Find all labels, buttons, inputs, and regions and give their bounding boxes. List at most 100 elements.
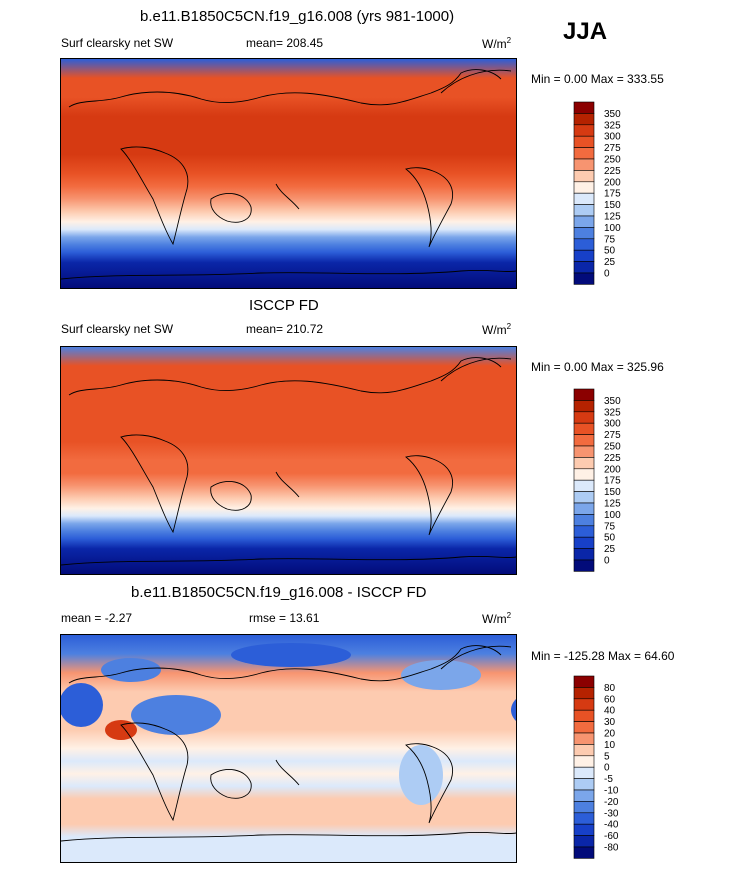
colorbar-swatch xyxy=(573,388,595,401)
panel1-colorbar: 350 325 300 275 250 225 200 175 150 125 100 75 50 25 0 xyxy=(573,101,654,286)
colorbar-swatch xyxy=(573,536,595,549)
panel3-colorbar: 80 60 40 30 20 10 5 0 -5 -10 -20 -30 -40 -60 -80 xyxy=(573,675,654,860)
colorbar-swatch xyxy=(573,238,595,251)
patch-eurasia xyxy=(101,658,161,682)
colorbar-swatch xyxy=(573,846,595,859)
colorbar-swatch xyxy=(573,158,595,171)
panel1-coastlines xyxy=(61,69,516,280)
colorbar-tick-label: 0 xyxy=(604,556,610,567)
colorbar-swatch xyxy=(573,823,595,836)
panel3-coastlines xyxy=(61,645,516,842)
colorbar-swatch xyxy=(573,113,595,126)
colorbar-tick-label: 50 xyxy=(604,246,616,257)
colorbar-swatch xyxy=(573,698,595,711)
panel2-colorbar: 350 325 300 275 250 225 200 175 150 125 100 75 50 25 0 xyxy=(573,388,654,573)
colorbar-tick-label: 75 xyxy=(604,234,616,245)
panel2-minmax-label: Min = 0.00 Max = 325.96 xyxy=(531,360,664,374)
patch-sahara-east xyxy=(511,698,516,722)
colorbar-tick-label: 275 xyxy=(604,143,621,154)
colorbar-swatch xyxy=(573,709,595,722)
panel1-map xyxy=(60,58,517,289)
panel3-minmax-label: Min = -125.28 Max = 64.60 xyxy=(531,649,675,663)
colorbar-swatch xyxy=(573,434,595,447)
colorbar-tick-label: -10 xyxy=(604,786,619,797)
season-label: JJA xyxy=(563,18,608,45)
panel2-variable-label: Surf clearsky net SW xyxy=(61,322,174,336)
colorbar-tick-label: 175 xyxy=(604,476,621,487)
colorbar-swatch xyxy=(573,755,595,768)
colorbar-swatch xyxy=(573,400,595,413)
patch-south-america xyxy=(399,745,443,805)
colorbar-swatch xyxy=(573,124,595,137)
colorbar-tick-label: 5 xyxy=(604,751,610,762)
colorbar-tick-label: 225 xyxy=(604,453,621,464)
colorbar-tick-label: 125 xyxy=(604,499,621,510)
colorbar-swatch xyxy=(573,514,595,527)
colorbar-tick-label: 25 xyxy=(604,257,616,268)
colorbar-tick-label: 275 xyxy=(604,430,621,441)
colorbar-swatch xyxy=(573,559,595,572)
colorbar-tick-label: -80 xyxy=(604,843,619,854)
panel2-field xyxy=(61,347,516,574)
colorbar-swatch xyxy=(573,789,595,802)
patch-north-america xyxy=(401,660,481,690)
colorbar-tick-label: 150 xyxy=(604,200,621,211)
colorbar-swatch xyxy=(573,181,595,194)
colorbar-tick-label: 250 xyxy=(604,442,621,453)
colorbar-swatch xyxy=(573,101,595,114)
colorbar-swatch xyxy=(573,468,595,481)
patch-africa-west xyxy=(61,683,103,727)
panel2-units: W/m2 xyxy=(482,322,512,337)
colorbar-tick-label: 200 xyxy=(604,464,621,475)
panel1-units: W/m2 xyxy=(482,36,512,51)
panel2-map xyxy=(60,346,517,575)
colorbar-swatch xyxy=(573,147,595,160)
colorbar-tick-label: 20 xyxy=(604,729,616,740)
colorbar-tick-label: 250 xyxy=(604,155,621,166)
colorbar-swatch xyxy=(573,170,595,183)
panel3-mean-label: mean = -2.27 xyxy=(61,611,133,625)
patch-arctic xyxy=(231,643,351,667)
colorbar-swatch xyxy=(573,835,595,848)
colorbar-tick-label: 350 xyxy=(604,396,621,407)
panel1-field xyxy=(61,59,516,288)
panel1-variable-label: Surf clearsky net SW xyxy=(61,36,174,50)
colorbar-swatch xyxy=(573,491,595,504)
colorbar-swatch xyxy=(573,249,595,262)
colorbar-tick-label: 325 xyxy=(604,120,621,131)
colorbar-swatch xyxy=(573,525,595,538)
panel3-rmse-label: rmse = 13.61 xyxy=(249,611,320,625)
colorbar-tick-label: 125 xyxy=(604,212,621,223)
patch-arabia-india xyxy=(131,695,221,735)
colorbar-swatch xyxy=(573,445,595,458)
colorbar-tick-label: 200 xyxy=(604,177,621,188)
colorbar-tick-label: 80 xyxy=(604,683,616,694)
panel1-minmax-label: Min = 0.00 Max = 333.55 xyxy=(531,72,664,86)
colorbar-swatch xyxy=(573,766,595,779)
colorbar-tick-label: -30 xyxy=(604,808,619,819)
colorbar-tick-label: 150 xyxy=(604,487,621,498)
panel2-title: ISCCP FD xyxy=(249,297,319,314)
colorbar-tick-label: -20 xyxy=(604,797,619,808)
colorbar-swatch xyxy=(573,732,595,745)
colorbar-tick-label: 300 xyxy=(604,132,621,143)
colorbar-tick-label: 50 xyxy=(604,533,616,544)
colorbar-tick-label: 0 xyxy=(604,763,610,774)
panel1-heatmap xyxy=(61,59,516,288)
colorbar-swatch xyxy=(573,272,595,285)
colorbar-tick-label: 60 xyxy=(604,694,616,705)
colorbar-swatch xyxy=(573,192,595,205)
panel2-coastlines xyxy=(61,357,516,566)
colorbar-swatch xyxy=(573,812,595,825)
colorbar-swatch xyxy=(573,687,595,700)
colorbar-swatch xyxy=(573,744,595,757)
colorbar-tick-label: -60 xyxy=(604,831,619,842)
colorbar-tick-label: 30 xyxy=(604,717,616,728)
colorbar-tick-label: 225 xyxy=(604,166,621,177)
colorbar-tick-label: -5 xyxy=(604,774,613,785)
colorbar-swatch xyxy=(573,801,595,814)
panel3-units: W/m2 xyxy=(482,611,512,626)
colorbar-swatch xyxy=(573,479,595,492)
